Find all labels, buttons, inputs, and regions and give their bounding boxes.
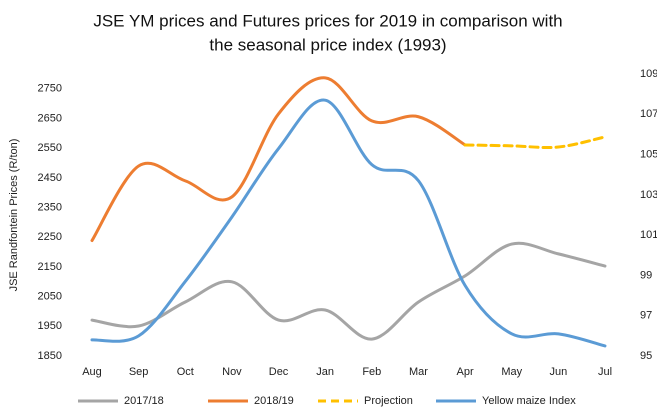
y2-tick-label: 103 (640, 189, 657, 201)
y-tick-label: 1850 (38, 350, 62, 362)
series-line (90, 76, 467, 243)
legend-label: 2017/18 (124, 395, 164, 407)
y-tick-label: 1950 (38, 320, 62, 332)
y-tick-label: 2150 (38, 261, 62, 273)
y2-tick-label: 97 (640, 310, 652, 322)
x-tick-label: Jan (316, 366, 334, 378)
series-line (90, 241, 607, 341)
x-tick-label: Sep (129, 366, 149, 378)
chart-title: JSE YM prices and Futures prices for 201… (93, 11, 562, 30)
x-tick-label: Oct (177, 366, 194, 378)
x-tick-label: Apr (457, 366, 474, 378)
series-line (90, 98, 607, 348)
y-tick-label: 2450 (38, 172, 62, 184)
legend-label: Yellow maize Index (482, 395, 576, 407)
x-tick-label: Jun (549, 366, 567, 378)
series-line (463, 135, 607, 150)
y2-tick-label: 105 (640, 148, 657, 160)
y2-tick-label: 109 (640, 68, 657, 80)
x-tick-label: May (501, 366, 522, 378)
y2-tick-label: 99 (640, 269, 652, 281)
y-tick-label: 2650 (38, 112, 62, 124)
legend-label: 2018/19 (254, 395, 294, 407)
x-tick-label: Aug (82, 366, 102, 378)
x-tick-label: Mar (409, 366, 428, 378)
y2-tick-label: 101 (640, 229, 657, 241)
y-axis-label: JSE Randfontein Prices (R/ton) (8, 139, 20, 292)
x-tick-label: Jul (598, 366, 612, 378)
x-tick-label: Feb (362, 366, 381, 378)
y-tick-label: 2250 (38, 231, 62, 243)
x-tick-label: Dec (269, 366, 289, 378)
y2-tick-label: 95 (640, 350, 652, 362)
y2-tick-label: 107 (640, 108, 657, 120)
y-tick-label: 2350 (38, 201, 62, 213)
legend-label: Projection (364, 395, 413, 407)
y-tick-label: 2550 (38, 142, 62, 154)
y-tick-label: 2050 (38, 291, 62, 303)
x-tick-label: Nov (222, 366, 242, 378)
chart-title: the seasonal price index (1993) (209, 35, 446, 54)
y-tick-label: 2750 (38, 83, 62, 95)
